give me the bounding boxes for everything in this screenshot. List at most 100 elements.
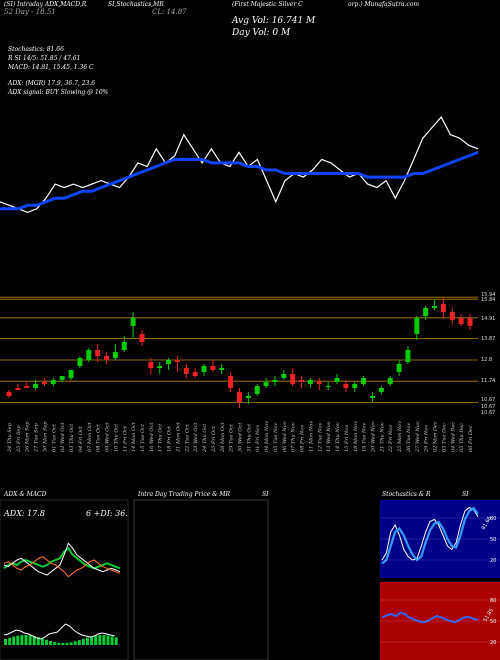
date-label: 11 Fri Oct [122,425,128,452]
macd-bar [77,640,81,645]
macd-readout: MACD: 14.81, 15.45, 1.36 C [8,64,94,71]
macd-bar [12,636,16,645]
candle-body [361,378,367,384]
date-label: 11 Mon Nov [308,421,314,452]
candle-body [405,350,411,362]
macd-bar [65,642,69,645]
candle-body [307,380,313,384]
candle-body [148,362,154,368]
date-label: 22 Fri Nov [388,425,394,453]
candle-body [95,350,101,356]
price-level-label: 10.67 [481,397,495,403]
date-label: 25 Mon Nov [397,421,403,453]
candle-body [121,342,127,350]
company-name: (First Majestic Silver C [232,1,303,8]
candle-body [369,396,375,398]
candle-body [387,378,393,384]
rsi-tick: 80 [490,598,496,604]
stoch-line [381,506,479,565]
date-label: 15 Tue Oct [140,423,146,452]
candle-body [299,380,305,382]
macd-bar [49,641,53,645]
date-label: 18 Fri Oct [167,425,173,452]
date-label: 03 Thu Oct [69,423,75,452]
date-label: 29 Fri Nov [424,425,430,453]
adx-readout: ADX: (MGR) 17.9, 36.7, 23.6 [8,80,96,87]
high-52: 52 Day - 18.51 [4,8,56,16]
date-label: 19 Tue Nov [362,423,368,452]
macd-bar [28,635,32,645]
candle-body [33,384,39,388]
candle-body [174,360,180,362]
date-label: 30 Wed Oct [238,422,244,452]
price-level-label: 14.91 [481,316,495,322]
candle-body [157,366,163,368]
candle-body [396,364,402,372]
intraday-panel-right: SI [262,491,269,498]
candle-body [237,392,242,402]
macd-line [3,623,115,640]
date-label: 26 Tue Nov [406,423,412,453]
price-level-label: 13.87 [481,336,495,342]
rsi-tick: 20 [490,640,496,646]
date-label: 07 Thu Nov [291,422,297,452]
date-label: 06 Fri Dec [468,425,474,452]
date-label: 17 Thu Oct [158,423,164,452]
date-label: 20 Wed Nov [370,421,376,453]
candle-body [334,378,340,382]
candle-body [432,306,438,308]
candle-body [458,318,464,324]
close-label: CL: 14.87 [152,8,187,16]
candle-body [316,382,322,384]
date-label: 10 Thu Oct [113,423,119,452]
macd-bar [36,637,40,645]
date-label: 26 Mon Sep [25,421,31,453]
candle-body [77,358,83,366]
candlestick-chart [6,298,473,408]
date-label: 28 Mon Oct [220,421,226,453]
macd-bar [98,635,102,645]
date-label: 14 Mon Oct [131,421,137,452]
date-label: 27 Wed Nov [415,421,421,453]
moving-average-chart [0,116,479,214]
ma-line [0,150,479,211]
date-label: 13 Wed Nov [326,421,332,452]
date-label: 24 Thu Sep [7,422,13,453]
candle-body [281,374,287,378]
date-label: 22 Tue Oct [184,423,190,453]
candle-body [219,368,225,370]
price-level-label: 15.84 [481,297,495,303]
macd-bar [45,639,48,645]
macd-bar [40,638,44,645]
candle-body [245,396,251,398]
stoch-line [381,506,479,561]
stoch-panel [380,500,500,578]
date-label: 24 Thu Oct [202,423,208,453]
price-line [0,116,479,214]
candle-body [86,350,92,360]
candle-body [6,392,12,396]
macd-bar [94,635,98,645]
date-label: 08 Tue Oct [96,423,102,452]
date-label: 05 Tue Nov [273,423,279,452]
price-levels: 15.9415.8414.9113.8712.811.7410.6710.671… [0,292,495,416]
candle-body [228,376,234,388]
date-label: 25 Fri Oct [211,425,217,453]
macd-bar [24,635,28,645]
date-label: 02 Mon Dec [433,421,439,452]
candle-body [139,334,145,342]
macd-bar [90,636,94,645]
candle-body [192,372,198,376]
adx-value: ADX: 17.8 [4,509,45,518]
date-label: 16 Wed Oct [149,422,155,452]
candle-body [352,384,358,388]
macd-bar [61,642,65,645]
date-label: 03 Tue Dec [441,423,447,452]
candle-body [414,318,420,334]
si-readout: R SI 14/5: 51.85 / 47.61 [8,55,81,62]
adx-line [3,546,121,570]
date-label: 15 Fri Nov [344,425,350,452]
date-label: 01 Fri Nov [255,425,261,452]
macd-bar [53,642,57,645]
